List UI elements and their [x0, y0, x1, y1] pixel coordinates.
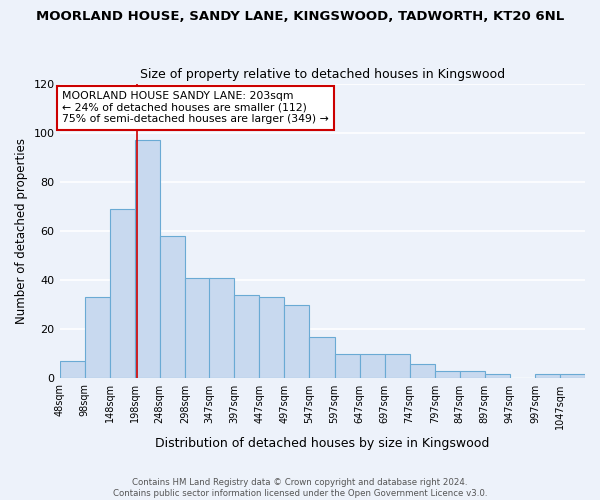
Bar	[85, 298, 110, 378]
Bar	[259, 298, 284, 378]
Text: MOORLAND HOUSE, SANDY LANE, KINGSWOOD, TADWORTH, KT20 6NL: MOORLAND HOUSE, SANDY LANE, KINGSWOOD, T…	[36, 10, 564, 23]
Bar	[160, 236, 185, 378]
Y-axis label: Number of detached properties: Number of detached properties	[15, 138, 28, 324]
Bar	[385, 354, 410, 378]
Bar	[435, 371, 460, 378]
Bar	[335, 354, 359, 378]
Bar	[59, 361, 85, 378]
Bar	[185, 278, 210, 378]
Text: Contains HM Land Registry data © Crown copyright and database right 2024.
Contai: Contains HM Land Registry data © Crown c…	[113, 478, 487, 498]
Bar	[359, 354, 385, 378]
Bar	[560, 374, 585, 378]
Bar	[310, 336, 335, 378]
Bar	[485, 374, 510, 378]
Bar	[460, 371, 485, 378]
X-axis label: Distribution of detached houses by size in Kingswood: Distribution of detached houses by size …	[155, 437, 490, 450]
Bar	[209, 278, 235, 378]
Bar	[110, 209, 134, 378]
Bar	[134, 140, 160, 378]
Bar	[410, 364, 435, 378]
Bar	[235, 295, 259, 378]
Title: Size of property relative to detached houses in Kingswood: Size of property relative to detached ho…	[140, 68, 505, 81]
Bar	[535, 374, 560, 378]
Bar	[284, 304, 310, 378]
Text: MOORLAND HOUSE SANDY LANE: 203sqm
← 24% of detached houses are smaller (112)
75%: MOORLAND HOUSE SANDY LANE: 203sqm ← 24% …	[62, 91, 329, 124]
